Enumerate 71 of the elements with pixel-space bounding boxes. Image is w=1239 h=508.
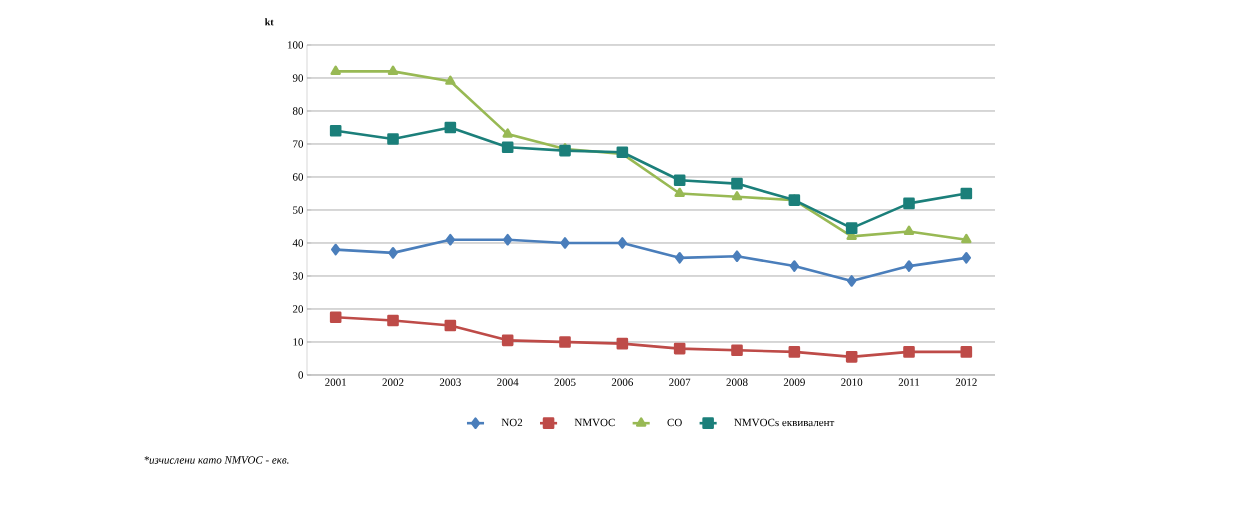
- x-tick-label: 2003: [439, 378, 461, 386]
- point: [387, 65, 399, 75]
- point: [331, 243, 341, 256]
- x-tick-label: 2006: [611, 378, 634, 386]
- point: [673, 342, 686, 355]
- y-tick-label: 80: [292, 107, 304, 115]
- text: *изчислени като NMVOC - екв.: [144, 456, 289, 464]
- x-tick-label: 2008: [726, 378, 748, 386]
- point: [444, 319, 457, 332]
- point: [617, 237, 628, 249]
- x-tick-label: 2002: [382, 378, 404, 386]
- point: [501, 334, 514, 347]
- y-tick-label: 60: [292, 173, 304, 181]
- point: [329, 311, 342, 324]
- point: [903, 197, 915, 210]
- y-tick-label: 10: [293, 338, 304, 346]
- y-tick-label: 20: [292, 305, 304, 313]
- y-axis-title: kt: [264, 18, 274, 26]
- x-tick-label: 2005: [554, 378, 576, 386]
- point: [731, 177, 743, 190]
- point: [559, 144, 571, 157]
- y-tick-label: 0: [298, 371, 304, 379]
- x-tick-label: 2012: [955, 378, 977, 386]
- point: [445, 233, 456, 246]
- y-tick-label: 90: [292, 74, 304, 82]
- x-tick-label: 2010: [841, 378, 863, 386]
- point: [388, 247, 398, 259]
- x-tick-label: 2004: [497, 378, 519, 386]
- point: [503, 233, 513, 246]
- point: [444, 121, 457, 134]
- x-tick-label: 2007: [669, 378, 691, 386]
- point: [731, 190, 743, 201]
- legend-label: NMVOC: [574, 418, 615, 427]
- point: [674, 187, 685, 198]
- y-tick-label: 70: [293, 140, 304, 148]
- legend-label: NMVOCs еквивалент: [734, 418, 835, 427]
- point: [732, 250, 742, 262]
- point: [387, 314, 399, 327]
- x-tick-label: 2001: [325, 378, 347, 386]
- point: [675, 252, 685, 264]
- point: [903, 346, 915, 358]
- legend-label: CO: [667, 418, 682, 427]
- y-tick-label: 100: [287, 41, 304, 49]
- point: [616, 337, 629, 350]
- point: [960, 346, 973, 358]
- point: [560, 237, 570, 249]
- x-tick-label: 2011: [898, 378, 920, 386]
- point: [847, 275, 857, 287]
- x-tick-label: 2009: [783, 378, 805, 386]
- point: [501, 141, 514, 154]
- point: [904, 260, 914, 272]
- point: [845, 351, 858, 363]
- point: [731, 344, 743, 357]
- point: [961, 233, 972, 244]
- point: [329, 124, 342, 137]
- point: [961, 252, 972, 264]
- point: [845, 222, 858, 234]
- point: [559, 336, 571, 348]
- point: [960, 187, 973, 200]
- legend-label: NO2: [501, 418, 523, 427]
- point: [673, 174, 686, 187]
- y-tick-label: 40: [292, 239, 304, 247]
- point: [445, 75, 456, 85]
- point: [502, 128, 513, 138]
- point: [330, 65, 341, 75]
- y-tick-label: 50: [293, 206, 304, 214]
- y-tick-label: 30: [293, 272, 304, 280]
- point: [903, 225, 915, 235]
- point: [788, 346, 801, 358]
- point: [789, 260, 800, 272]
- point: [387, 133, 399, 145]
